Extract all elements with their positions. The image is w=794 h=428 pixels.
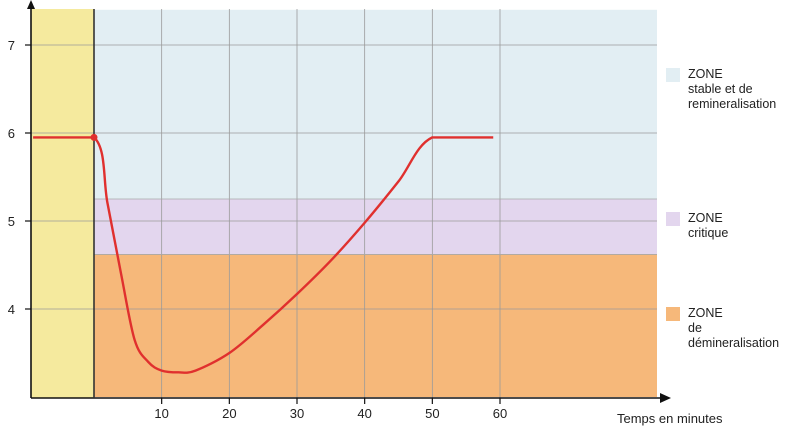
pre-acid-band bbox=[31, 9, 94, 398]
legend-label-line: de bbox=[688, 321, 702, 335]
legend-label-line: ZONE bbox=[688, 67, 723, 81]
x-axis-label: Temps en minutes bbox=[617, 411, 723, 426]
x-tick-label: 40 bbox=[357, 406, 371, 421]
ph-curve-line bbox=[33, 136, 494, 374]
curve-marker bbox=[90, 133, 98, 141]
y-tick-label: 5 bbox=[8, 214, 15, 229]
legend-label-line: critique bbox=[688, 226, 729, 240]
x-tick-label: 20 bbox=[222, 406, 236, 421]
legend-label-line: démineralisation bbox=[688, 336, 780, 350]
zone-band-2 bbox=[94, 199, 657, 255]
x-axis-arrow bbox=[660, 393, 671, 403]
legend-swatch bbox=[666, 212, 680, 226]
y-tick-label: 7 bbox=[8, 38, 15, 53]
legend-label: ZONE de démineralisation bbox=[688, 306, 779, 351]
y-tick-label: 4 bbox=[8, 302, 15, 317]
legend-label-line: remineralisation bbox=[688, 97, 777, 111]
legend-item: ZONE critique bbox=[666, 211, 728, 241]
y-tick-label: 6 bbox=[8, 126, 15, 141]
y-axis-arrow bbox=[27, 0, 35, 9]
zone-band-1 bbox=[94, 9, 657, 199]
legend-label-line: ZONE bbox=[688, 306, 723, 320]
legend-label-line: ZONE bbox=[688, 211, 723, 225]
legend-item: ZONE stable et de remineralisation bbox=[666, 67, 776, 112]
x-tick-label: 10 bbox=[154, 406, 168, 421]
legend-label: ZONE stable et de remineralisation bbox=[688, 67, 776, 112]
legend-swatch bbox=[666, 68, 680, 82]
legend-item: ZONE de démineralisation bbox=[666, 306, 779, 351]
legend-swatch bbox=[666, 307, 680, 321]
legend-label-line: stable et de bbox=[688, 82, 753, 96]
x-tick-label: 30 bbox=[290, 406, 304, 421]
legend-label: ZONE critique bbox=[688, 211, 728, 241]
x-tick-label: 50 bbox=[425, 406, 439, 421]
x-tick-label: 60 bbox=[493, 406, 507, 421]
zone-band-3 bbox=[94, 254, 657, 397]
